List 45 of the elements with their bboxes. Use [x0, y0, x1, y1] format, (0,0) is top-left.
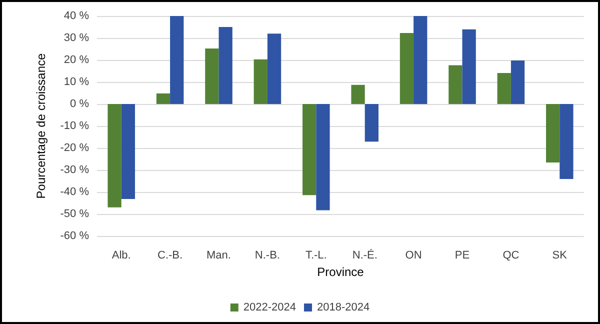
x-tick-label: T.-L. — [305, 250, 327, 262]
legend-label: 2018-2024 — [317, 302, 370, 314]
x-tick-label: N.-B. — [254, 250, 280, 262]
y-tick-label: -40 % — [60, 186, 90, 198]
y-tick-label: -30 % — [60, 164, 90, 176]
bar — [497, 72, 511, 104]
bar — [121, 104, 135, 200]
y-tick-label: 40 % — [64, 10, 90, 22]
bar — [267, 34, 282, 104]
x-axis-title: Province — [317, 264, 364, 279]
bar — [510, 60, 525, 104]
bar — [302, 104, 316, 196]
y-axis-title: Pourcentage de croissance — [34, 52, 48, 199]
bar — [560, 104, 574, 180]
x-tick-label: PE — [454, 250, 470, 262]
x-tick-label: Man. — [206, 250, 231, 262]
bar — [448, 65, 462, 104]
y-tick-label: -20 % — [60, 142, 90, 154]
x-tick-label: ON — [405, 250, 422, 262]
bar — [108, 104, 122, 208]
bar — [316, 104, 330, 210]
y-tick-label: 10 % — [64, 76, 90, 88]
x-tick-label: Alb. — [112, 250, 131, 262]
bar — [254, 59, 268, 104]
legend-label: 2022-2024 — [243, 302, 296, 314]
y-tick-label: -50 % — [60, 208, 90, 220]
bar — [414, 16, 428, 104]
x-tick-label: C.-B. — [158, 250, 183, 262]
x-tick-label: SK — [552, 250, 568, 262]
bar — [170, 16, 184, 104]
x-tick-label: N.-É. — [352, 248, 378, 262]
y-tick-label: -10 % — [60, 120, 90, 132]
bar — [462, 29, 476, 104]
bar — [400, 32, 414, 104]
y-tick-label: 0 % — [70, 98, 90, 110]
bar — [546, 104, 560, 163]
bar — [205, 48, 219, 104]
y-tick-label: 30 % — [64, 32, 90, 44]
y-tick-label: 20 % — [64, 54, 90, 66]
bar — [156, 93, 170, 104]
x-tick-label: QC — [502, 250, 520, 262]
bar — [351, 84, 365, 104]
y-tick-label: -60 % — [60, 230, 90, 242]
bar — [218, 27, 232, 104]
bar — [364, 104, 378, 142]
